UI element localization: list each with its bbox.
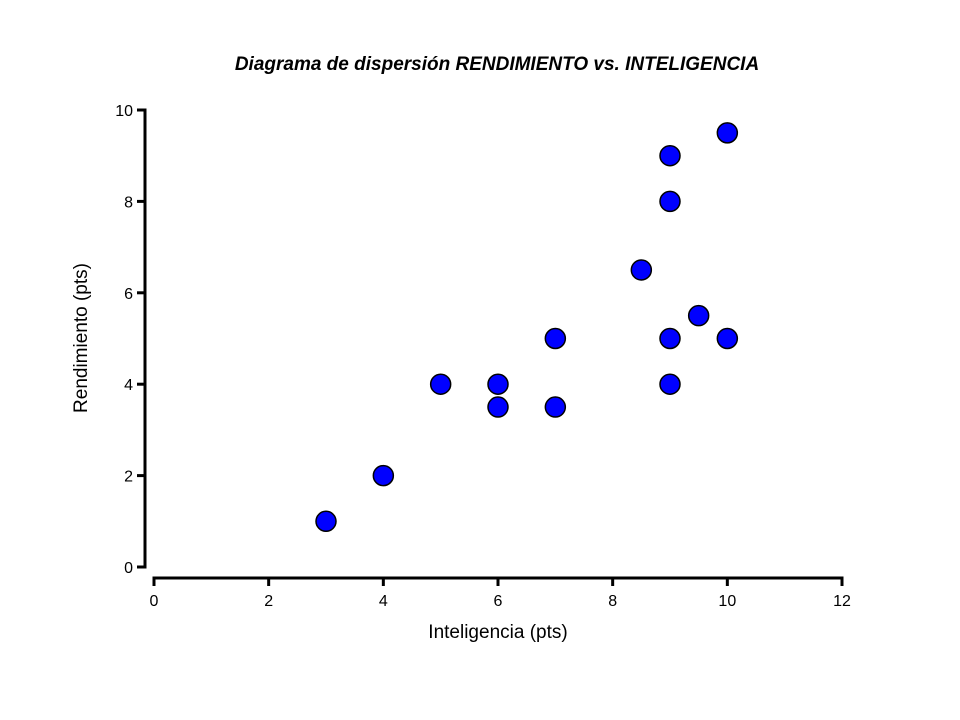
data-point bbox=[487, 373, 509, 395]
data-point bbox=[487, 396, 509, 418]
data-point bbox=[659, 327, 681, 350]
y-tick-label: 10 bbox=[115, 103, 133, 120]
data-point bbox=[659, 190, 681, 213]
y-tick-label: 6 bbox=[124, 286, 133, 303]
x-tick-label: 8 bbox=[608, 593, 617, 610]
data-point bbox=[630, 259, 653, 281]
x-tick-label: 2 bbox=[264, 593, 273, 610]
x-tick-label: 4 bbox=[379, 593, 388, 610]
x-tick-label: 0 bbox=[150, 593, 159, 610]
data-point bbox=[544, 327, 567, 350]
y-axis: 0 2 4 6 8 10 bbox=[115, 103, 147, 577]
data-points bbox=[315, 122, 739, 533]
y-tick-label: 8 bbox=[124, 194, 133, 211]
data-point bbox=[315, 510, 337, 533]
y-tick-label: 0 bbox=[124, 560, 133, 577]
data-point bbox=[687, 304, 710, 327]
x-axis: 0 2 4 6 8 10 12 bbox=[150, 576, 851, 610]
data-point bbox=[659, 373, 681, 395]
x-tick-label: 10 bbox=[718, 593, 736, 610]
data-point bbox=[429, 373, 452, 395]
x-axis-label: Inteligencia (pts) bbox=[428, 622, 567, 643]
data-point bbox=[659, 144, 681, 167]
data-point bbox=[544, 396, 567, 418]
y-tick-label: 4 bbox=[124, 377, 133, 394]
y-axis-label: Rendimiento (pts) bbox=[71, 263, 92, 413]
data-point bbox=[716, 122, 739, 144]
x-tick-label: 12 bbox=[833, 593, 851, 610]
chart-title: Diagrama de dispersión RENDIMIENTO vs. I… bbox=[235, 54, 759, 75]
x-tick-label: 6 bbox=[494, 593, 503, 610]
data-point bbox=[372, 464, 395, 487]
y-tick-label: 2 bbox=[124, 469, 133, 486]
data-point bbox=[716, 327, 739, 350]
